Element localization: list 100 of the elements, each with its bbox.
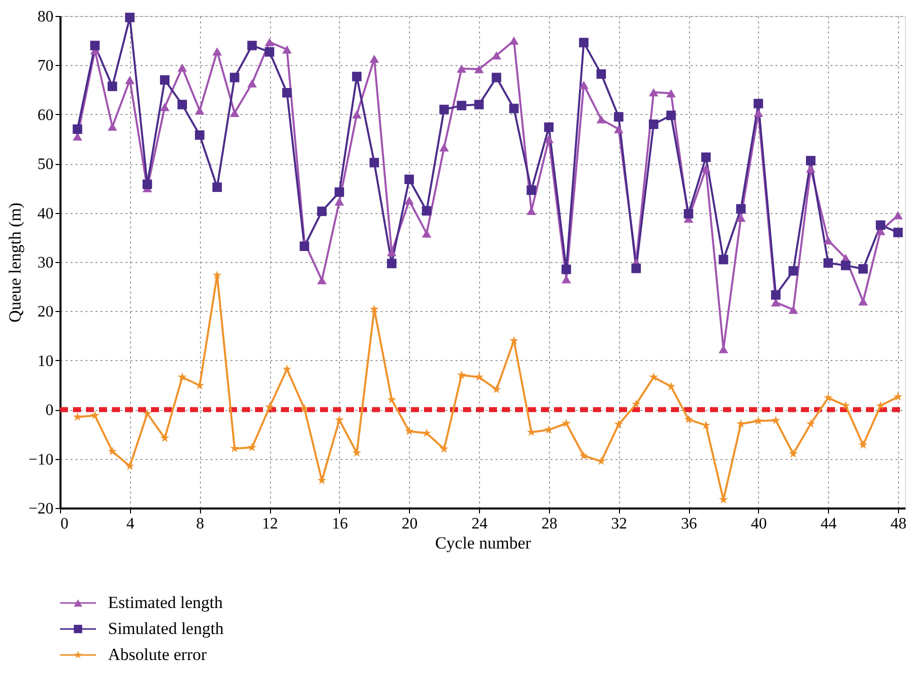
point <box>614 125 624 134</box>
point <box>334 187 344 197</box>
point <box>125 12 135 22</box>
point <box>108 82 118 92</box>
x-tick-label: 8 <box>196 516 204 532</box>
x-tick-label: 36 <box>681 516 698 532</box>
point <box>736 204 746 214</box>
point <box>684 414 694 424</box>
point <box>72 132 82 141</box>
point <box>579 38 589 48</box>
point <box>72 124 82 134</box>
point <box>771 290 781 300</box>
point <box>648 119 658 129</box>
point <box>72 412 82 421</box>
x-tick-label: 0 <box>60 516 68 532</box>
point <box>282 364 292 374</box>
point <box>212 270 222 280</box>
point <box>736 419 746 428</box>
x-tick-label: 12 <box>262 516 278 532</box>
point <box>230 72 240 82</box>
y-tick-label: −20 <box>28 500 54 518</box>
x-axis-title: Cycle number <box>435 534 532 552</box>
point <box>352 72 362 82</box>
point <box>858 440 868 449</box>
point <box>456 100 466 110</box>
x-tick-label: 44 <box>820 516 837 532</box>
point <box>422 206 432 216</box>
point <box>282 45 292 54</box>
point <box>178 372 187 381</box>
point <box>544 134 554 144</box>
point <box>893 228 903 238</box>
point <box>771 416 780 424</box>
point <box>125 76 135 84</box>
point <box>300 404 309 412</box>
point <box>195 380 204 390</box>
point <box>108 446 117 456</box>
point <box>526 185 536 195</box>
point <box>509 36 519 45</box>
point <box>823 258 833 268</box>
x-tick-label: 16 <box>332 516 348 532</box>
point <box>230 108 240 118</box>
y-tick-label: 60 <box>38 106 54 124</box>
y-tick-label: 30 <box>38 254 54 272</box>
x-tick-label: 40 <box>750 516 767 532</box>
point <box>806 164 816 173</box>
point <box>666 382 676 390</box>
point <box>317 476 326 484</box>
point <box>509 336 518 345</box>
point <box>90 40 100 50</box>
legend-label: Simulated length <box>108 619 224 638</box>
point <box>788 449 798 458</box>
point <box>823 236 833 244</box>
point <box>439 104 449 114</box>
point <box>108 122 118 131</box>
point <box>457 370 466 379</box>
point <box>474 372 484 381</box>
point <box>248 442 257 452</box>
point <box>684 209 694 219</box>
point <box>247 79 257 88</box>
point <box>387 395 396 404</box>
x-tick-label: 28 <box>541 516 558 532</box>
x-tick-label: 20 <box>402 516 418 532</box>
point <box>422 428 432 438</box>
y-tick-label: 40 <box>38 205 54 222</box>
point <box>788 306 798 314</box>
x-tick-label: 24 <box>472 516 488 532</box>
point <box>247 40 257 50</box>
point <box>212 182 222 192</box>
point <box>422 229 432 238</box>
point <box>194 106 204 115</box>
point <box>334 197 344 206</box>
point <box>648 88 658 96</box>
x-tick-label: 48 <box>890 516 907 532</box>
point <box>352 110 362 119</box>
point <box>631 264 641 274</box>
point <box>894 392 903 401</box>
point <box>824 393 833 402</box>
point <box>404 426 414 436</box>
point <box>264 38 274 46</box>
point <box>474 100 484 110</box>
point <box>754 416 763 425</box>
point <box>265 402 274 411</box>
point <box>300 242 310 251</box>
point <box>492 51 502 60</box>
point <box>125 461 134 470</box>
point <box>562 418 571 428</box>
y-tick-label: 20 <box>38 304 54 321</box>
point <box>701 152 711 162</box>
point <box>440 444 449 453</box>
y-tick-label: 10 <box>38 352 54 370</box>
point <box>632 399 641 408</box>
point <box>562 264 572 274</box>
x-tick-label: 4 <box>126 516 134 532</box>
point <box>526 427 536 436</box>
point <box>858 264 868 274</box>
point <box>893 211 903 220</box>
point <box>876 220 886 230</box>
y-tick-label: 50 <box>38 156 54 174</box>
point <box>386 258 396 268</box>
point <box>596 69 606 79</box>
